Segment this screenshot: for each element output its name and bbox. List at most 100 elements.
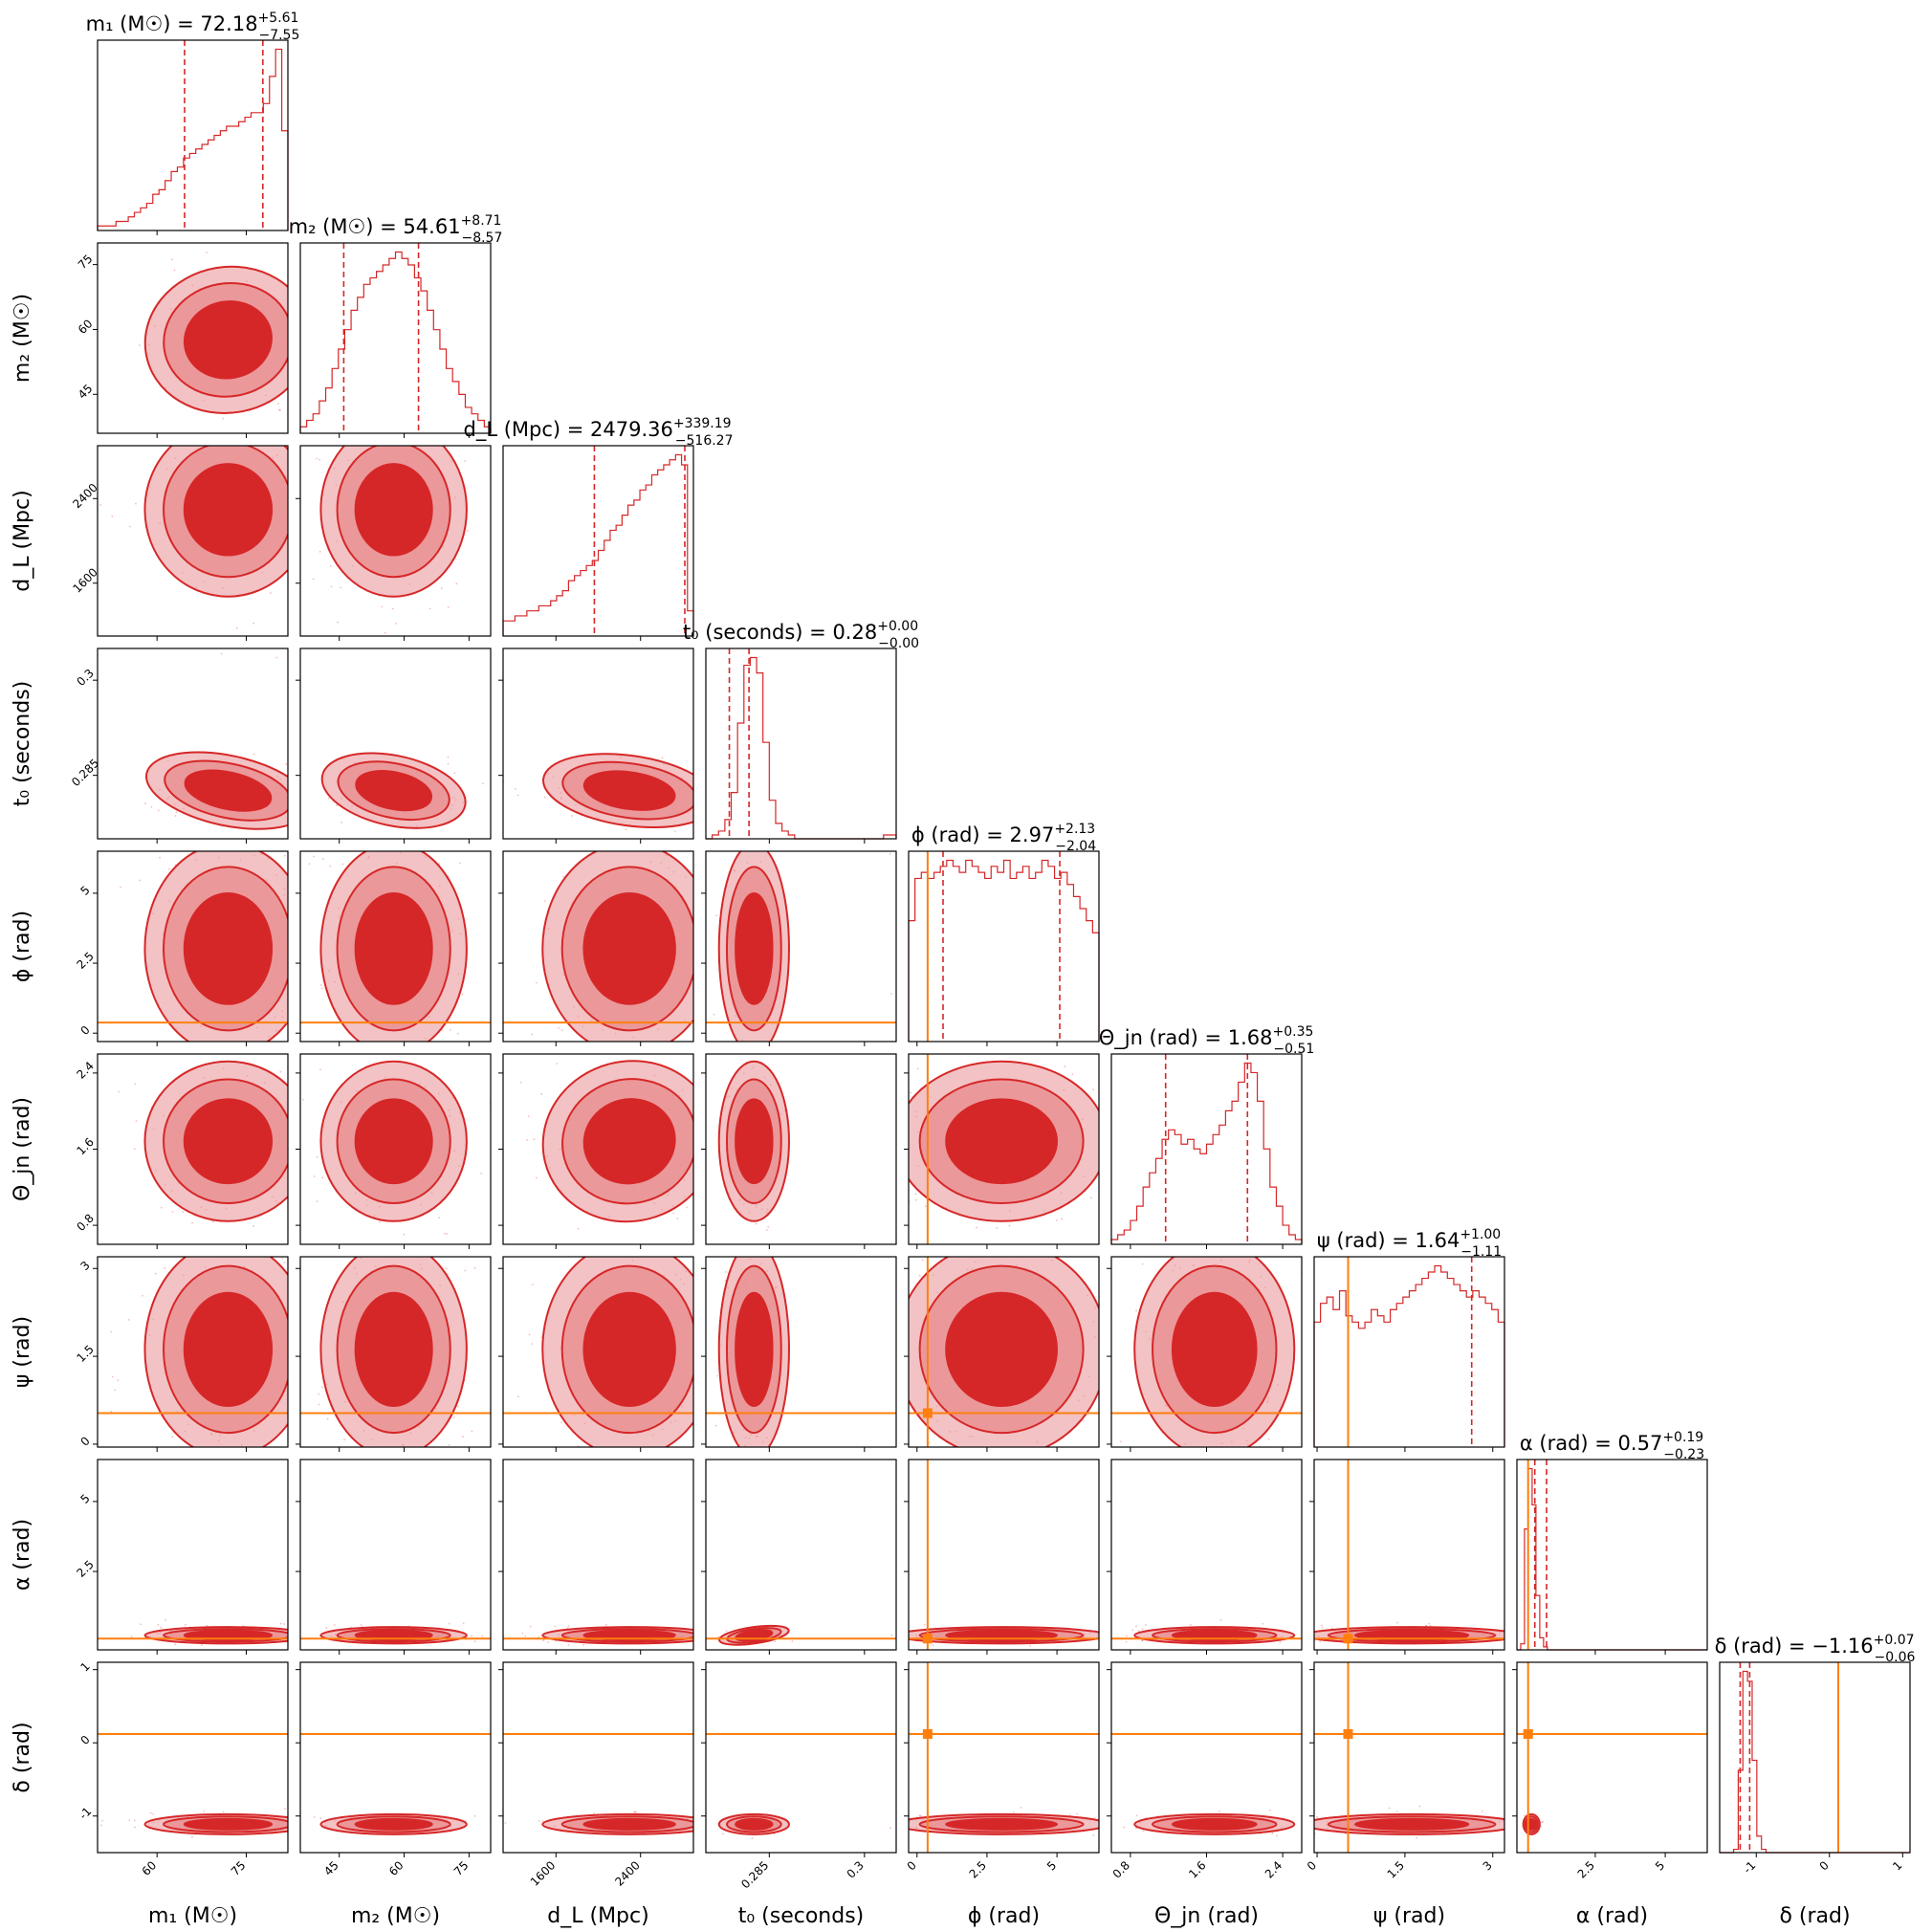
y-axis-label: Θ_jn (rad) xyxy=(11,1097,34,1201)
sample-point xyxy=(1269,1809,1271,1811)
y-axis-label: ϕ (rad) xyxy=(11,911,34,982)
x-tick-label: 75 xyxy=(229,1858,249,1878)
sample-point xyxy=(1123,1826,1125,1829)
sample-point xyxy=(1267,1438,1270,1440)
x-tick-label: 1.5 xyxy=(1385,1858,1407,1880)
panel-title-err-plus: +5.61 xyxy=(258,11,299,26)
histogram-panel: m₁ (M☉) = 72.18+5.61 −7.55 xyxy=(86,11,299,235)
sample-point xyxy=(1141,1628,1144,1631)
sample-point xyxy=(185,1623,187,1626)
histogram-panel: t₀ (seconds) = 0.28+0.00 −0.00 xyxy=(683,619,919,844)
x-tick-label: 1600 xyxy=(528,1858,558,1888)
sample-point xyxy=(1135,1814,1138,1817)
sample-point xyxy=(482,782,485,785)
x-tick-label: 60 xyxy=(386,1858,406,1878)
sample-point xyxy=(190,1835,193,1838)
histogram-step xyxy=(706,656,897,840)
sample-point xyxy=(327,797,330,800)
sample-point xyxy=(1029,1645,1032,1647)
panel-frame xyxy=(97,1661,289,1854)
sample-point xyxy=(340,586,342,589)
sample-point xyxy=(326,1417,329,1420)
panel-frame xyxy=(502,1256,694,1448)
x-tick-label: 0 xyxy=(1817,1858,1832,1873)
sample-point xyxy=(1542,1821,1545,1823)
sample-point xyxy=(1271,1833,1274,1835)
sample-point xyxy=(165,1618,166,1621)
sample-point xyxy=(889,993,892,995)
panel-title: δ (rad) = −1.16+0.07 −0.06 xyxy=(1715,1633,1916,1665)
histogram-step xyxy=(908,859,1100,1042)
panel-title-main: ψ (rad) = 1.64 xyxy=(1317,1229,1460,1252)
sample-point xyxy=(320,987,323,990)
contour-panel xyxy=(701,1256,897,1452)
truth-marker xyxy=(922,1634,933,1644)
sample-point xyxy=(128,1819,131,1822)
contour-panel xyxy=(701,1053,897,1249)
sample-point xyxy=(220,652,223,655)
y-tick-label: 1 xyxy=(78,1659,93,1674)
contour-panel xyxy=(498,1459,694,1655)
panel-title: ψ (rad) = 1.64+1.00 −1.11 xyxy=(1317,1227,1502,1260)
credible-contour xyxy=(354,891,433,1005)
panel-frame xyxy=(97,648,289,840)
panel-title-err-plus: +339.19 xyxy=(673,416,732,431)
sample-point xyxy=(381,605,384,608)
sample-point xyxy=(1316,1815,1319,1818)
sample-point xyxy=(453,1416,456,1418)
panel-title: ϕ (rad) = 2.97+2.13 −2.04 xyxy=(911,822,1096,854)
sample-point xyxy=(128,525,131,528)
panel-title-err-minus: −516.27 xyxy=(675,433,734,449)
panel-title-err-plus: +0.19 xyxy=(1662,1430,1703,1445)
sample-point xyxy=(751,1837,754,1839)
panel-frame xyxy=(705,648,897,840)
sample-point xyxy=(464,460,466,462)
sample-point xyxy=(277,403,280,405)
y-tick-label: 75 xyxy=(76,252,96,272)
sample-point xyxy=(1092,1088,1095,1091)
truth-marker xyxy=(922,1408,933,1418)
panel-frame xyxy=(299,445,492,637)
sample-point xyxy=(133,1148,136,1150)
sample-point xyxy=(149,1811,152,1814)
credible-contour xyxy=(1354,1629,1470,1641)
sample-point xyxy=(560,1421,562,1424)
panel-frame xyxy=(502,1661,694,1854)
x-tick-label: 2.5 xyxy=(1575,1858,1597,1880)
y-tick-label: 0 xyxy=(78,1023,93,1038)
sample-point xyxy=(139,344,141,346)
y-axis-label: δ (rad) xyxy=(11,1722,34,1792)
histogram-panel: ψ (rad) = 1.64+1.00 −1.11 xyxy=(1313,1227,1505,1452)
panel-title-err-minus: −2.04 xyxy=(1055,839,1096,854)
contour-panel xyxy=(1107,1256,1303,1452)
sample-point xyxy=(1131,1629,1134,1632)
sample-point xyxy=(222,1811,225,1813)
x-axis-label: ϕ (rad) xyxy=(968,1904,1040,1928)
contour-panel xyxy=(498,850,694,1046)
sample-point xyxy=(139,879,141,882)
sample-point xyxy=(582,1643,585,1646)
credible-contour xyxy=(354,463,433,557)
x-axis-label: α (rad) xyxy=(1576,1904,1648,1928)
x-tick-label: 0.285 xyxy=(738,1858,771,1891)
sample-point xyxy=(528,1333,531,1336)
sample-point xyxy=(316,1200,318,1203)
sample-point xyxy=(447,605,450,608)
x-tick-label: 1 xyxy=(1890,1858,1904,1873)
sample-point xyxy=(140,1623,142,1626)
sample-point xyxy=(890,1634,893,1636)
sample-point xyxy=(461,1436,464,1438)
sample-point xyxy=(1416,1836,1417,1839)
contour-panel: 0.8 1.6 2.4 xyxy=(1107,1661,1303,1881)
contour-panel: 2.55 xyxy=(74,1459,289,1655)
sample-point xyxy=(467,529,469,532)
sample-point xyxy=(531,1033,534,1036)
panel-title: d_L (Mpc) = 2479.36+339.19 −516.27 xyxy=(463,416,733,449)
sample-point xyxy=(543,796,546,799)
sample-point xyxy=(1218,1810,1220,1812)
sample-point xyxy=(633,1811,636,1813)
sample-point xyxy=(519,1081,522,1084)
histogram-panel: δ (rad) = −1.16+0.07 −0.06 -1 0 1 xyxy=(1715,1633,1916,1877)
sample-point xyxy=(313,1816,316,1818)
contour-panel: 02.55 xyxy=(74,850,289,1046)
